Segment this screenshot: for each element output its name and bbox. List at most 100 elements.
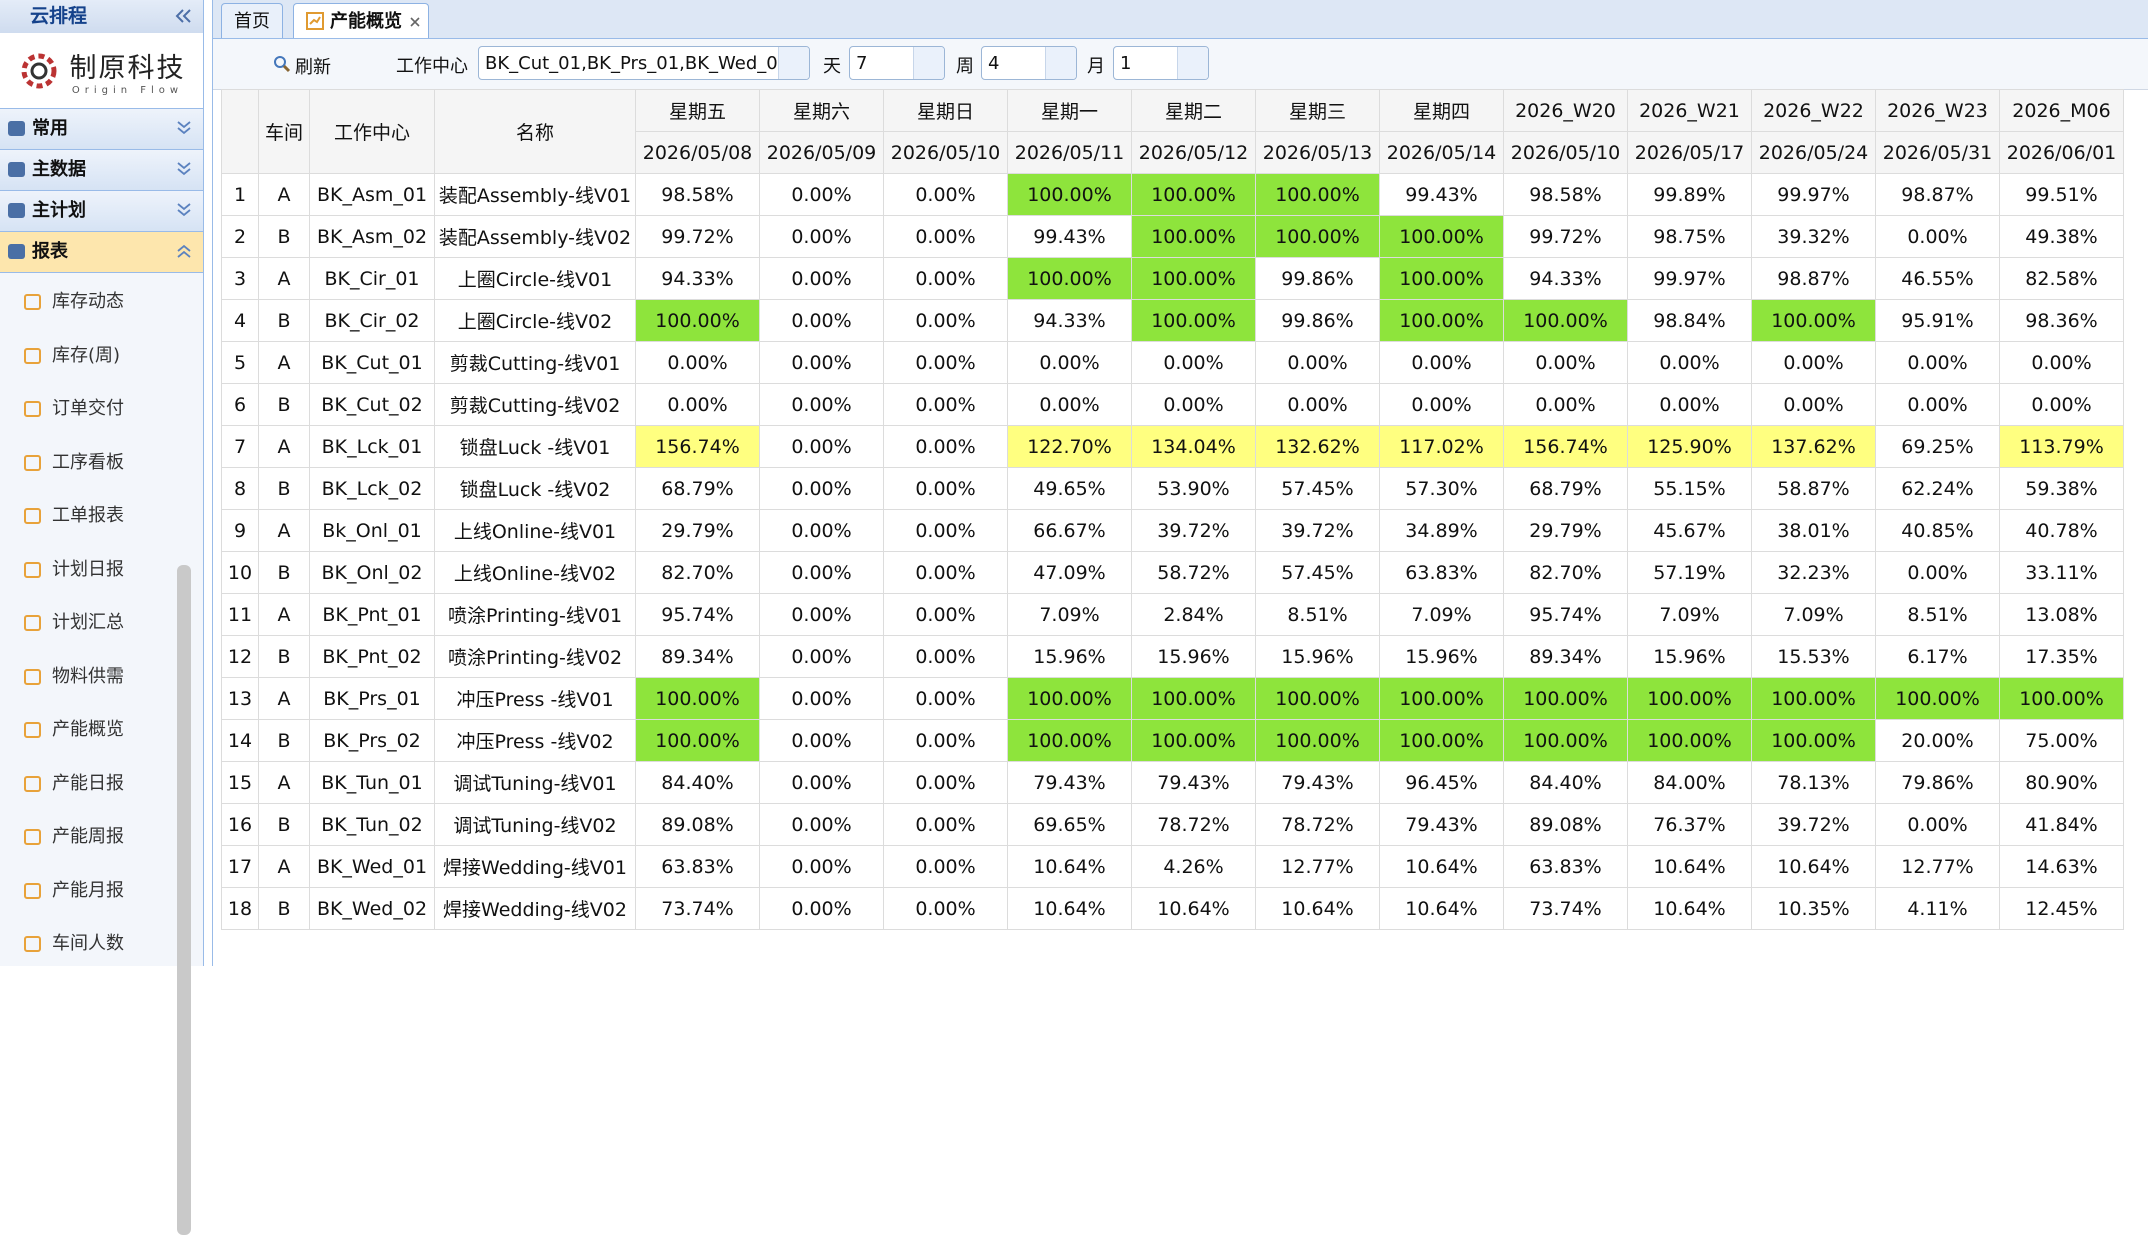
capacity-table: 车间 工作中心 名称 星期五 星期六 星期日 星期一 星期二 星期三 星期四 2026_W20 202… bbox=[221, 89, 2124, 930]
work-center-select[interactable]: BK_Cut_01,BK_Prs_01,BK_Wed_0 bbox=[478, 46, 810, 80]
row-label: A bbox=[258, 425, 310, 468]
menu-item[interactable]: 物料供需 bbox=[22, 662, 124, 692]
capacity-cell: 15.96% bbox=[1131, 635, 1256, 678]
row-label: A bbox=[258, 845, 310, 888]
capacity-cell: 0.00% bbox=[635, 341, 760, 384]
capacity-cell: 7.09% bbox=[1751, 593, 1876, 636]
tab-close[interactable] bbox=[410, 17, 420, 27]
capacity-cell: 100.00% bbox=[1131, 677, 1256, 720]
menu-item[interactable]: 车间人数 bbox=[22, 929, 124, 959]
capacity-cell: 99.89% bbox=[1627, 173, 1752, 216]
capacity-cell: 0.00% bbox=[883, 551, 1008, 594]
menu-item[interactable]: 订单交付 bbox=[22, 394, 124, 424]
row-label: BK_Lck_02 bbox=[309, 467, 435, 510]
section-header[interactable]: 报表 bbox=[0, 232, 203, 273]
chevron bbox=[177, 203, 191, 217]
capacity-cell: 78.72% bbox=[1255, 803, 1380, 846]
capacity-cell: 100.00% bbox=[1255, 677, 1380, 720]
capacity-cell: 55.15% bbox=[1627, 467, 1752, 510]
menu-item[interactable]: 库存(周) bbox=[22, 341, 120, 371]
data-row: 15 A BK_Tun_01 调试Tuning-线V01 84.40% 0.00% 0.00… bbox=[221, 761, 2124, 804]
period-header: 星期三 bbox=[1255, 89, 1380, 132]
capacity-cell: 0.00% bbox=[759, 635, 884, 678]
menu-item[interactable]: 工单报表 bbox=[22, 501, 124, 531]
menu-items: 库存动态库存(周) 订单交付工序看板工单报表计划日报计划汇总物料供需产能概览产能日… bbox=[0, 273, 203, 1235]
section-header[interactable]: 常用 bbox=[0, 109, 203, 150]
period-date: 2026/05/10 bbox=[883, 131, 1008, 174]
capacity-cell: 0.00% bbox=[1379, 383, 1504, 426]
tab[interactable]: 首页 bbox=[221, 3, 283, 38]
row-number: 2 bbox=[221, 215, 259, 258]
month-value: 1 bbox=[1120, 53, 1132, 74]
capacity-cell: 0.00% bbox=[883, 257, 1008, 300]
capacity-cell: 0.00% bbox=[1627, 383, 1752, 426]
capacity-cell: 59.38% bbox=[1999, 467, 2124, 510]
capacity-cell: 98.36% bbox=[1999, 299, 2124, 342]
capacity-cell: 0.00% bbox=[759, 593, 884, 636]
section-header[interactable]: 主计划 bbox=[0, 191, 203, 232]
capacity-cell: 82.58% bbox=[1999, 257, 2124, 300]
menu-item[interactable]: 产能月报 bbox=[22, 876, 124, 906]
capacity-cell: 98.87% bbox=[1751, 257, 1876, 300]
capacity-cell: 49.38% bbox=[1999, 215, 2124, 258]
period-date: 2026/05/09 bbox=[759, 131, 884, 174]
capacity-cell: 79.43% bbox=[1131, 761, 1256, 804]
capacity-cell: 73.74% bbox=[635, 887, 760, 930]
capacity-cell: 0.00% bbox=[883, 299, 1008, 342]
row-label: 锁盘Luck -线V01 bbox=[434, 425, 636, 468]
month-label: 月 bbox=[1087, 56, 1105, 77]
menu-item[interactable]: 产能概览 bbox=[22, 715, 124, 745]
menu-item[interactable]: 计划日报 bbox=[22, 555, 124, 585]
capacity-cell: 0.00% bbox=[883, 467, 1008, 510]
scrollbar[interactable] bbox=[177, 565, 191, 1235]
capacity-cell: 100.00% bbox=[1751, 719, 1876, 762]
capacity-cell: 100.00% bbox=[1131, 299, 1256, 342]
capacity-cell: 8.51% bbox=[1875, 593, 2000, 636]
row-label: A bbox=[258, 761, 310, 804]
menu-item[interactable]: 工序看板 bbox=[22, 448, 124, 478]
period-date: 2026/05/12 bbox=[1131, 131, 1256, 174]
capacity-cell: 2.84% bbox=[1131, 593, 1256, 636]
row-number: 9 bbox=[221, 509, 259, 552]
capacity-cell: 0.00% bbox=[1627, 341, 1752, 384]
sidebar-title-text: 云排程 bbox=[30, 5, 88, 27]
capacity-cell: 100.00% bbox=[1007, 173, 1132, 216]
period-date: 2026/05/11 bbox=[1007, 131, 1132, 174]
row-label: 剪裁Cutting-线V01 bbox=[434, 341, 636, 384]
capacity-cell: 0.00% bbox=[883, 677, 1008, 720]
row-number: 13 bbox=[221, 677, 259, 720]
menu-item[interactable]: 产能日报 bbox=[22, 769, 124, 799]
row-label: BK_Prs_01 bbox=[309, 677, 435, 720]
period-header: 2026_W23 bbox=[1875, 89, 2000, 132]
capacity-cell: 4.26% bbox=[1131, 845, 1256, 888]
menu-item[interactable]: 库存动态 bbox=[22, 287, 124, 317]
capacity-cell: 45.67% bbox=[1627, 509, 1752, 552]
row-number: 6 bbox=[221, 383, 259, 426]
capacity-cell: 100.00% bbox=[1627, 719, 1752, 762]
data-row: 8 B BK_Lck_02 锁盘Luck -线V02 68.79% 0.00% 0.00% 4… bbox=[221, 467, 2124, 510]
section-header[interactable]: 主数据 bbox=[0, 150, 203, 191]
refresh-button[interactable]: 刷新 bbox=[295, 57, 331, 78]
menu-item[interactable]: 计划汇总 bbox=[22, 608, 124, 638]
month-select[interactable]: 1 bbox=[1113, 46, 1209, 80]
collapse-icon[interactable] bbox=[175, 9, 191, 23]
capacity-cell: 100.00% bbox=[1503, 719, 1628, 762]
day-select[interactable]: 7 bbox=[849, 46, 945, 80]
capacity-cell: 0.00% bbox=[883, 341, 1008, 384]
row-label: A bbox=[258, 509, 310, 552]
tab-label: 产能概览 bbox=[330, 11, 402, 32]
capacity-cell: 100.00% bbox=[1131, 719, 1256, 762]
menu-item[interactable]: 产能周报 bbox=[22, 822, 124, 852]
week-select[interactable]: 4 bbox=[981, 46, 1077, 80]
week-value: 4 bbox=[988, 53, 1000, 74]
period-date: 2026/05/08 bbox=[635, 131, 760, 174]
capacity-cell: 0.00% bbox=[1875, 215, 2000, 258]
search-icon bbox=[274, 56, 291, 73]
capacity-cell: 0.00% bbox=[1751, 341, 1876, 384]
tab[interactable]: 产能概览 bbox=[293, 3, 429, 38]
period-header: 星期四 bbox=[1379, 89, 1504, 132]
sections: 常用 主数据 主计划 报表 bbox=[0, 109, 203, 273]
capacity-cell: 99.72% bbox=[635, 215, 760, 258]
row-label: 装配Assembly-线V02 bbox=[434, 215, 636, 258]
capacity-cell: 0.00% bbox=[1875, 551, 2000, 594]
